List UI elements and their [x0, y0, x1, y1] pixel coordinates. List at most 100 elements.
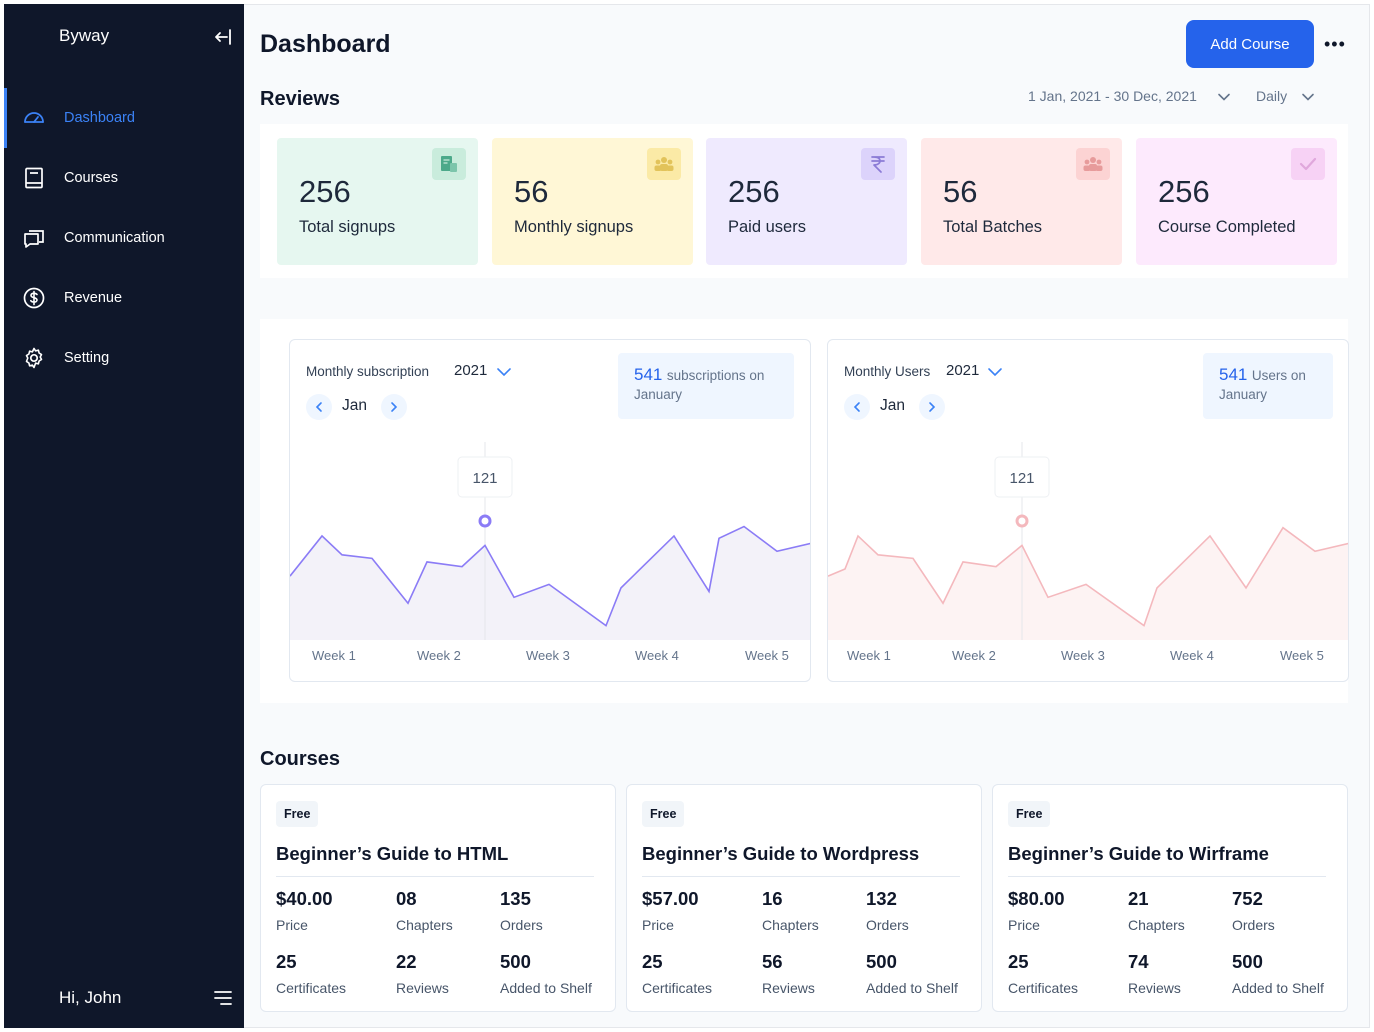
metric-label: Reviews	[1128, 980, 1181, 996]
metric-label: Added to Shelf	[500, 980, 592, 996]
chevron-down-icon[interactable]	[1301, 90, 1315, 104]
stat-value: 256	[299, 174, 351, 209]
data-point-marker[interactable]	[478, 514, 492, 528]
course-orders: 132	[866, 888, 897, 909]
stat-badge	[432, 148, 466, 180]
course-title[interactable]: Beginner’s Guide to Wordpress	[642, 843, 920, 864]
course-orders: 752	[1232, 888, 1263, 909]
next-month-button[interactable]	[381, 394, 407, 420]
summary-box: 541 subscriptions on January	[618, 353, 794, 419]
sidebar-item-label: Setting	[64, 350, 110, 366]
chart-title: Monthly subscription	[306, 364, 430, 379]
course-title[interactable]: Beginner’s Guide to HTML	[276, 843, 509, 864]
sidebar-item-label: Communication	[64, 230, 165, 246]
month-label: Jan	[880, 397, 905, 414]
add-course-button[interactable]: Add Course	[1186, 20, 1314, 68]
more-options-icon[interactable]: •••	[1324, 34, 1346, 54]
course-chapters: 16	[762, 888, 783, 909]
course-certificates: 25	[1008, 951, 1029, 972]
course-shelf: 500	[866, 951, 897, 972]
metric-label: Added to Shelf	[1232, 980, 1324, 996]
group-icon	[654, 157, 674, 171]
stat-value: 56	[943, 174, 978, 209]
date-range-select[interactable]: 1 Jan, 2021 - 30 Dec, 2021	[1028, 88, 1197, 104]
chart-monthly-subscription: Monthly subscription 2021 Jan 541 subscr…	[289, 339, 811, 682]
menu-icon[interactable]	[214, 990, 232, 1006]
stat-card-total-signups: 256 Total signups	[277, 138, 478, 265]
prev-month-button[interactable]	[844, 394, 870, 420]
line-chart: 121	[828, 442, 1348, 640]
chevron-left-icon	[853, 402, 860, 412]
week-label: Week 1	[847, 648, 891, 663]
chart-title: Monthly Users	[844, 364, 931, 379]
chevron-down-icon[interactable]	[987, 364, 1003, 380]
book-icon	[25, 167, 43, 189]
sidebar-item-label: Revenue	[64, 290, 123, 306]
summary-month: January	[634, 387, 683, 402]
course-card[interactable]: Free Beginner’s Guide to HTML $40.00 Pri…	[260, 784, 616, 1012]
summary-box: 541 Users on January	[1203, 353, 1333, 419]
divider	[1008, 876, 1326, 877]
week-label: Week 2	[417, 648, 461, 663]
stat-value: 56	[514, 174, 549, 209]
course-chapters: 08	[396, 888, 417, 909]
stat-value: 256	[1158, 174, 1210, 209]
course-card[interactable]: Free Beginner’s Guide to Wordpress $57.0…	[626, 784, 982, 1012]
collapse-sidebar-icon[interactable]	[212, 26, 234, 48]
chevron-down-icon[interactable]	[496, 364, 512, 380]
tooltip-value: 121	[1009, 470, 1034, 487]
chart-area	[290, 526, 810, 640]
metric-label: Certificates	[1008, 980, 1079, 996]
course-title[interactable]: Beginner’s Guide to Wirframe	[1008, 843, 1269, 864]
sidebar-item-setting[interactable]: Setting	[4, 328, 244, 388]
courses-heading: Courses	[260, 748, 341, 770]
sidebar-item-revenue[interactable]: Revenue	[4, 268, 244, 328]
week-label: Week 4	[635, 648, 679, 663]
course-chapters: 21	[1128, 888, 1149, 909]
reviews-heading: Reviews	[260, 88, 341, 110]
course-orders: 135	[500, 888, 531, 909]
year-select[interactable]: 2021	[946, 362, 980, 379]
week-label: Week 5	[745, 648, 789, 663]
dashboard-gauge-icon	[24, 112, 44, 123]
sidebar-item-dashboard[interactable]: Dashboard	[4, 88, 244, 148]
sidebar-item-communication[interactable]: Communication	[4, 208, 244, 268]
tooltip	[994, 456, 1050, 498]
chevron-right-icon	[929, 402, 936, 412]
metric-label: Price	[1008, 917, 1040, 933]
check-icon	[1299, 157, 1317, 171]
week-label: Week 5	[1280, 648, 1324, 663]
chart-monthly-users: Monthly Users 2021 Jan 541 Users on Janu…	[827, 339, 1349, 682]
course-shelf: 500	[1232, 951, 1263, 972]
sidebar-item-courses[interactable]: Courses	[4, 148, 244, 208]
week-label: Week 1	[312, 648, 356, 663]
stat-badge	[861, 148, 895, 180]
signup-icon	[441, 156, 457, 172]
series-line	[290, 525, 810, 627]
page-title: Dashboard	[260, 30, 391, 58]
year-select[interactable]: 2021	[454, 362, 488, 379]
stat-badge	[1076, 148, 1110, 180]
tooltip-value: 121	[472, 470, 497, 487]
free-badge: Free	[1008, 801, 1051, 827]
metric-label: Chapters	[1128, 917, 1185, 933]
month-label: Jan	[342, 397, 367, 414]
chevron-left-icon	[315, 402, 322, 412]
metric-label: Orders	[500, 917, 543, 933]
free-badge: Free	[276, 801, 319, 827]
data-point-marker[interactable]	[1015, 514, 1029, 528]
summary-month: January	[1219, 387, 1268, 402]
next-month-button[interactable]	[919, 394, 945, 420]
metric-label: Chapters	[762, 917, 819, 933]
metric-label: Reviews	[396, 980, 449, 996]
metric-label: Price	[276, 917, 308, 933]
sidebar-item-label: Courses	[64, 170, 118, 186]
stat-badge	[1291, 148, 1325, 180]
interval-select[interactable]: Daily	[1256, 88, 1288, 104]
course-card[interactable]: Free Beginner’s Guide to Wirframe $80.00…	[992, 784, 1348, 1012]
prev-month-button[interactable]	[306, 394, 332, 420]
sidebar-item-label: Dashboard	[64, 110, 135, 126]
metric-label: Chapters	[396, 917, 453, 933]
chevron-down-icon[interactable]	[1217, 90, 1231, 104]
course-price: $80.00	[1008, 888, 1065, 909]
